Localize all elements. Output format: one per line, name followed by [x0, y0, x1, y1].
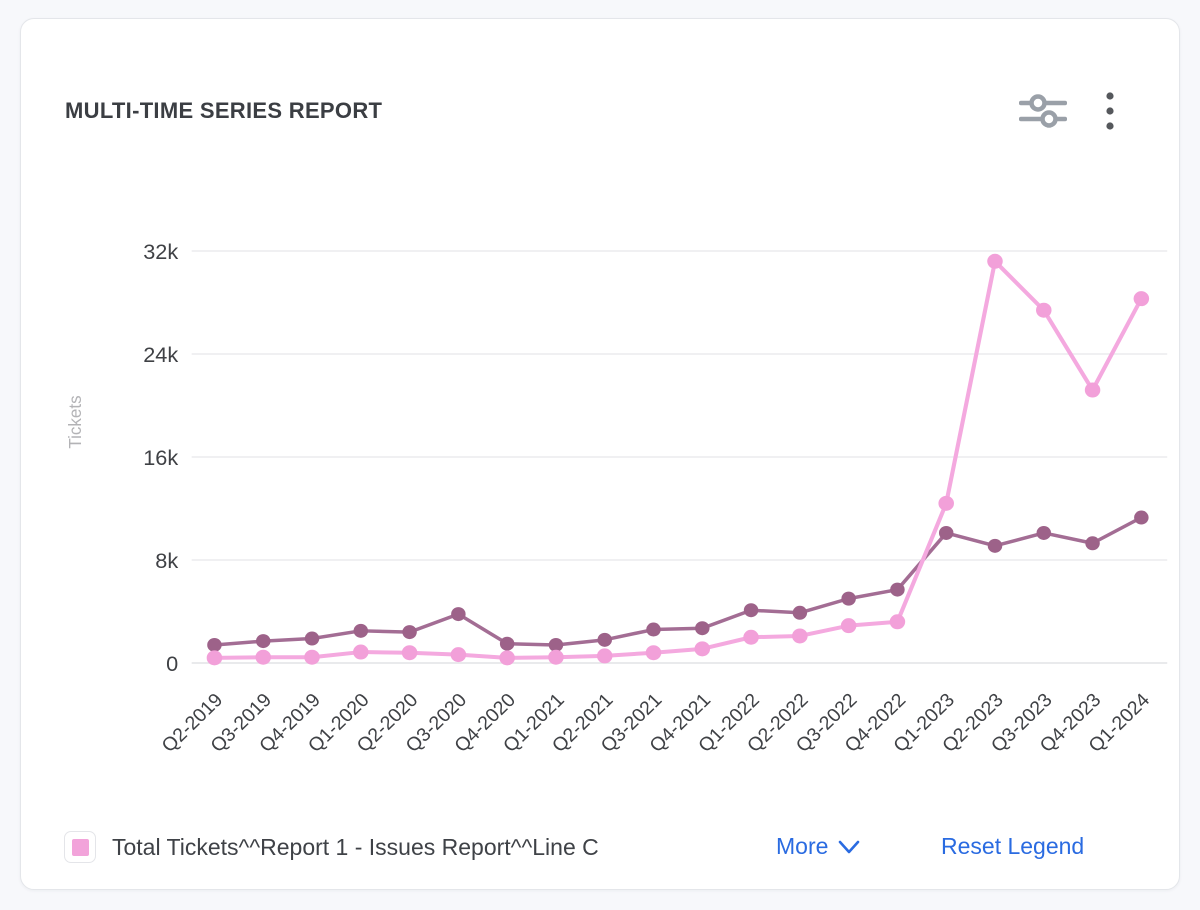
data-point[interactable] [743, 629, 759, 645]
kebab-menu-icon [1106, 92, 1114, 130]
data-point[interactable] [1085, 536, 1100, 551]
data-point[interactable] [743, 603, 759, 618]
series-line-1 [212, 515, 1144, 647]
y-axis-title: Tickets [65, 395, 85, 449]
data-point[interactable] [548, 637, 564, 652]
legend-more-button[interactable]: More [776, 833, 860, 860]
y-tick-label: 16k [143, 446, 178, 470]
legend-label: Total Tickets^^Report 1 - Issues Report^… [112, 833, 599, 860]
data-point[interactable] [499, 650, 515, 666]
data-point[interactable] [596, 648, 613, 664]
data-point[interactable] [402, 625, 417, 640]
data-point[interactable] [889, 614, 906, 630]
reset-legend-button[interactable]: Reset Legend [941, 833, 1085, 859]
data-point[interactable] [255, 649, 271, 665]
data-point[interactable] [207, 637, 222, 652]
data-point[interactable] [695, 621, 710, 636]
data-point[interactable] [401, 645, 418, 661]
data-point[interactable] [353, 644, 369, 660]
legend-more-label: More [776, 833, 829, 859]
report-title: MULTI-TIME SERIES REPORT [65, 98, 383, 123]
data-point[interactable] [792, 605, 808, 620]
data-point[interactable] [597, 632, 612, 647]
data-point[interactable] [645, 645, 662, 661]
chevron-down-icon [839, 840, 860, 853]
legend-item-total-tickets[interactable]: Total Tickets^^Report 1 - Issues Report^… [64, 831, 599, 863]
data-point[interactable] [987, 538, 1003, 553]
data-point[interactable] [840, 618, 857, 634]
data-point[interactable] [646, 622, 661, 637]
y-tick-label: 32k [143, 240, 178, 264]
data-point[interactable] [792, 628, 808, 644]
series-line-2 [212, 259, 1144, 660]
data-point[interactable] [938, 495, 954, 511]
data-point[interactable] [255, 634, 271, 649]
data-point[interactable] [353, 623, 369, 638]
data-point[interactable] [304, 631, 320, 646]
data-point[interactable] [304, 649, 320, 665]
y-tick-label: 0 [166, 652, 178, 676]
y-tick-label: 24k [143, 343, 178, 367]
y-tick-label: 8k [155, 549, 178, 573]
sliders-icon [1019, 94, 1067, 128]
data-point[interactable] [450, 647, 467, 663]
data-point[interactable] [1084, 382, 1101, 398]
data-point[interactable] [1036, 302, 1052, 318]
legend-swatch[interactable] [64, 831, 96, 863]
data-point[interactable] [548, 649, 564, 665]
data-point[interactable] [694, 641, 711, 657]
data-point[interactable] [1134, 510, 1149, 525]
chart-settings-button[interactable] [1015, 88, 1071, 134]
chart-canvas[interactable]: 08k16k24k32kTicketsQ2-2019Q3-2019Q4-2019… [21, 159, 1200, 829]
legend-swatch-color [71, 838, 89, 856]
data-point[interactable] [206, 650, 223, 666]
report-card: MULTI-TIME SERIES REPORT 0 8k 16k 24k 32k Tic… [20, 18, 1180, 890]
data-point[interactable] [938, 525, 954, 540]
data-point[interactable] [1133, 291, 1150, 307]
card-header: MULTI-TIME SERIES REPORT [65, 81, 1119, 141]
data-point[interactable] [451, 607, 466, 622]
chart-legend: Total Tickets^^Report 1 - Issues Report^… [21, 831, 1179, 883]
data-point[interactable] [841, 591, 856, 606]
more-options-button[interactable] [1101, 86, 1119, 136]
data-point[interactable] [987, 253, 1003, 269]
data-point[interactable] [1036, 525, 1052, 540]
header-actions [1015, 86, 1119, 136]
data-point[interactable] [890, 582, 905, 597]
data-point[interactable] [499, 636, 515, 651]
